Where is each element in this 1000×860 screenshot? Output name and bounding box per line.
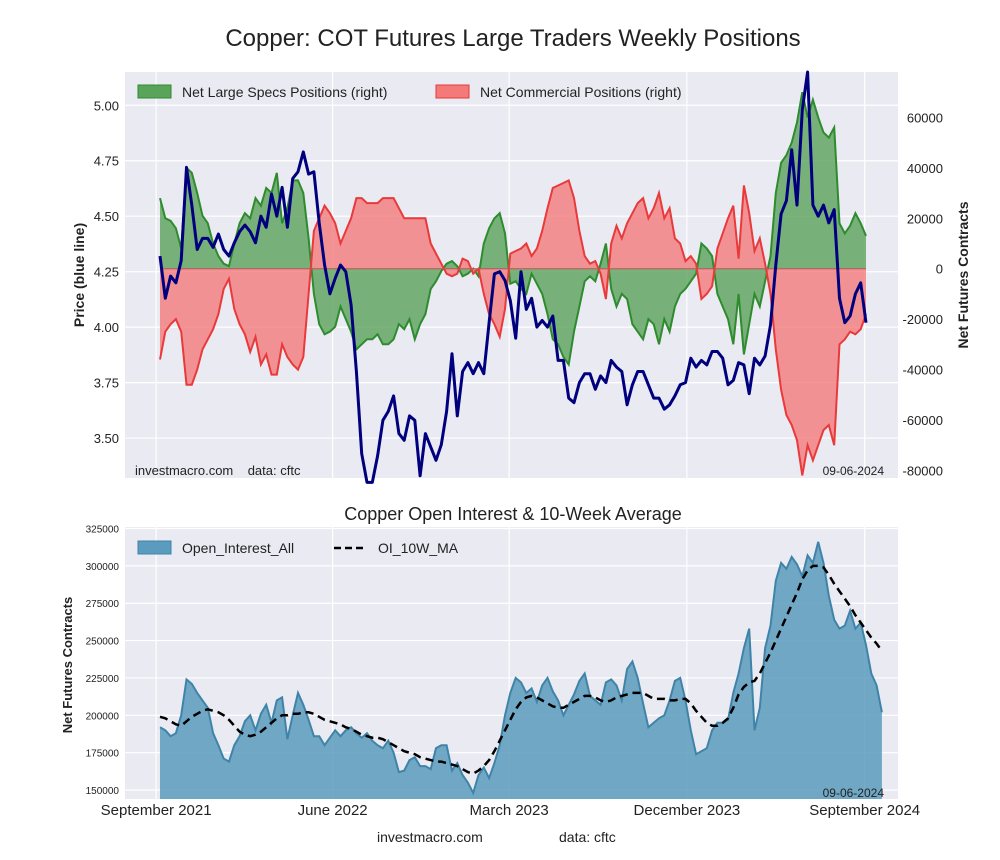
top-left-axis-label: Price (blue line) — [71, 223, 87, 327]
legend-label-specs: Net Large Specs Positions (right) — [182, 84, 387, 100]
x-tick-label: December 2023 — [634, 802, 741, 819]
top-position-areas — [159, 91, 867, 476]
bottom-tick-label: 200000 — [86, 711, 120, 722]
bottom-tick-label: 225000 — [86, 674, 120, 685]
legend-swatch-oi — [137, 540, 172, 555]
top-left-tick-label: 4.25 — [94, 265, 119, 280]
top-right-tick-label: -80000 — [903, 463, 943, 478]
footer-source: investmacro.com — [377, 829, 483, 845]
bottom-tick-label: 175000 — [86, 749, 120, 760]
bottom-tick-label: 150000 — [86, 786, 120, 797]
top-right-tick-label: 40000 — [907, 161, 943, 176]
bottom-title: Copper Open Interest & 10-Week Average — [344, 504, 682, 524]
commercial-line — [159, 178, 867, 476]
x-tick-label: September 2021 — [101, 802, 212, 819]
top-right-tick-label: 0 — [936, 262, 943, 277]
oi-ma-line — [159, 564, 883, 775]
x-tick-label: June 2022 — [298, 802, 368, 819]
top-left-tick-label: 4.00 — [94, 320, 119, 335]
top-right-axis-label: Net Futures Contracts — [955, 201, 971, 348]
top-panel: 3.50 3.75 4.00 4.25 4.50 4.75 5.00 -80000 -6000… — [71, 70, 971, 484]
price-line — [158, 70, 868, 484]
legend-label-oi: Open_Interest_All — [182, 540, 294, 556]
bottom-tick-label: 325000 — [86, 524, 120, 535]
top-right-tick-label: 20000 — [907, 211, 943, 226]
bottom-axis-label: Net Futures Contracts — [60, 597, 75, 734]
bottom-tick-label: 275000 — [86, 599, 120, 610]
commercial-area — [160, 180, 866, 476]
top-date-stamp: 09-06-2024 — [823, 464, 885, 478]
oi-area — [160, 541, 882, 799]
top-left-tick-label: 4.50 — [94, 209, 119, 224]
top-left-tick-label: 3.50 — [94, 431, 119, 446]
top-legend: Net Large Specs Positions (right) Net Co… — [137, 84, 682, 100]
bottom-tick-label: 250000 — [86, 637, 120, 648]
top-right-tick-label: -40000 — [903, 363, 943, 378]
x-tick-label: March 2023 — [470, 802, 549, 819]
top-right-tick-label: 60000 — [907, 110, 943, 125]
bottom-tick-label: 300000 — [86, 562, 120, 573]
bottom-date-stamp: 09-06-2024 — [823, 786, 885, 800]
main-title: Copper: COT Futures Large Traders Weekly… — [225, 25, 800, 52]
bottom-oi-area-group — [159, 541, 883, 799]
legend-swatch-commercial — [435, 84, 470, 99]
footer-data: data: cftc — [559, 829, 616, 845]
legend-swatch-specs — [137, 84, 172, 99]
legend-label-commercial: Net Commercial Positions (right) — [480, 84, 682, 100]
bottom-panel: Copper Open Interest & 10-Week Average 1… — [60, 504, 920, 819]
specs-area — [160, 92, 866, 365]
top-watermark: investmacro.com data: cftc — [135, 463, 301, 478]
top-right-axis-ticks: -80000 -60000 -40000 -20000 0 20000 40000 60000 — [903, 110, 943, 478]
top-left-axis-ticks: 3.50 3.75 4.00 4.25 4.50 4.75 5.00 — [94, 98, 119, 446]
x-axis-ticks: September 2021 June 2022 March 2023 Decembe… — [101, 802, 921, 819]
top-price-line-group — [158, 70, 868, 484]
specs-line — [159, 91, 867, 368]
bottom-axis-ticks: 150000 175000 200000 225000 250000 275000 3000… — [86, 524, 120, 797]
top-left-tick-label: 5.00 — [94, 98, 119, 113]
top-left-tick-label: 4.75 — [94, 154, 119, 169]
legend-label-ma: OI_10W_MA — [378, 540, 459, 556]
top-right-tick-label: -60000 — [903, 413, 943, 428]
top-left-tick-label: 3.75 — [94, 376, 119, 391]
top-right-tick-label: -20000 — [903, 312, 943, 327]
oi-line — [159, 541, 883, 796]
x-tick-label: September 2024 — [809, 802, 920, 819]
bottom-legend: Open_Interest_All OI_10W_MA — [137, 540, 459, 556]
